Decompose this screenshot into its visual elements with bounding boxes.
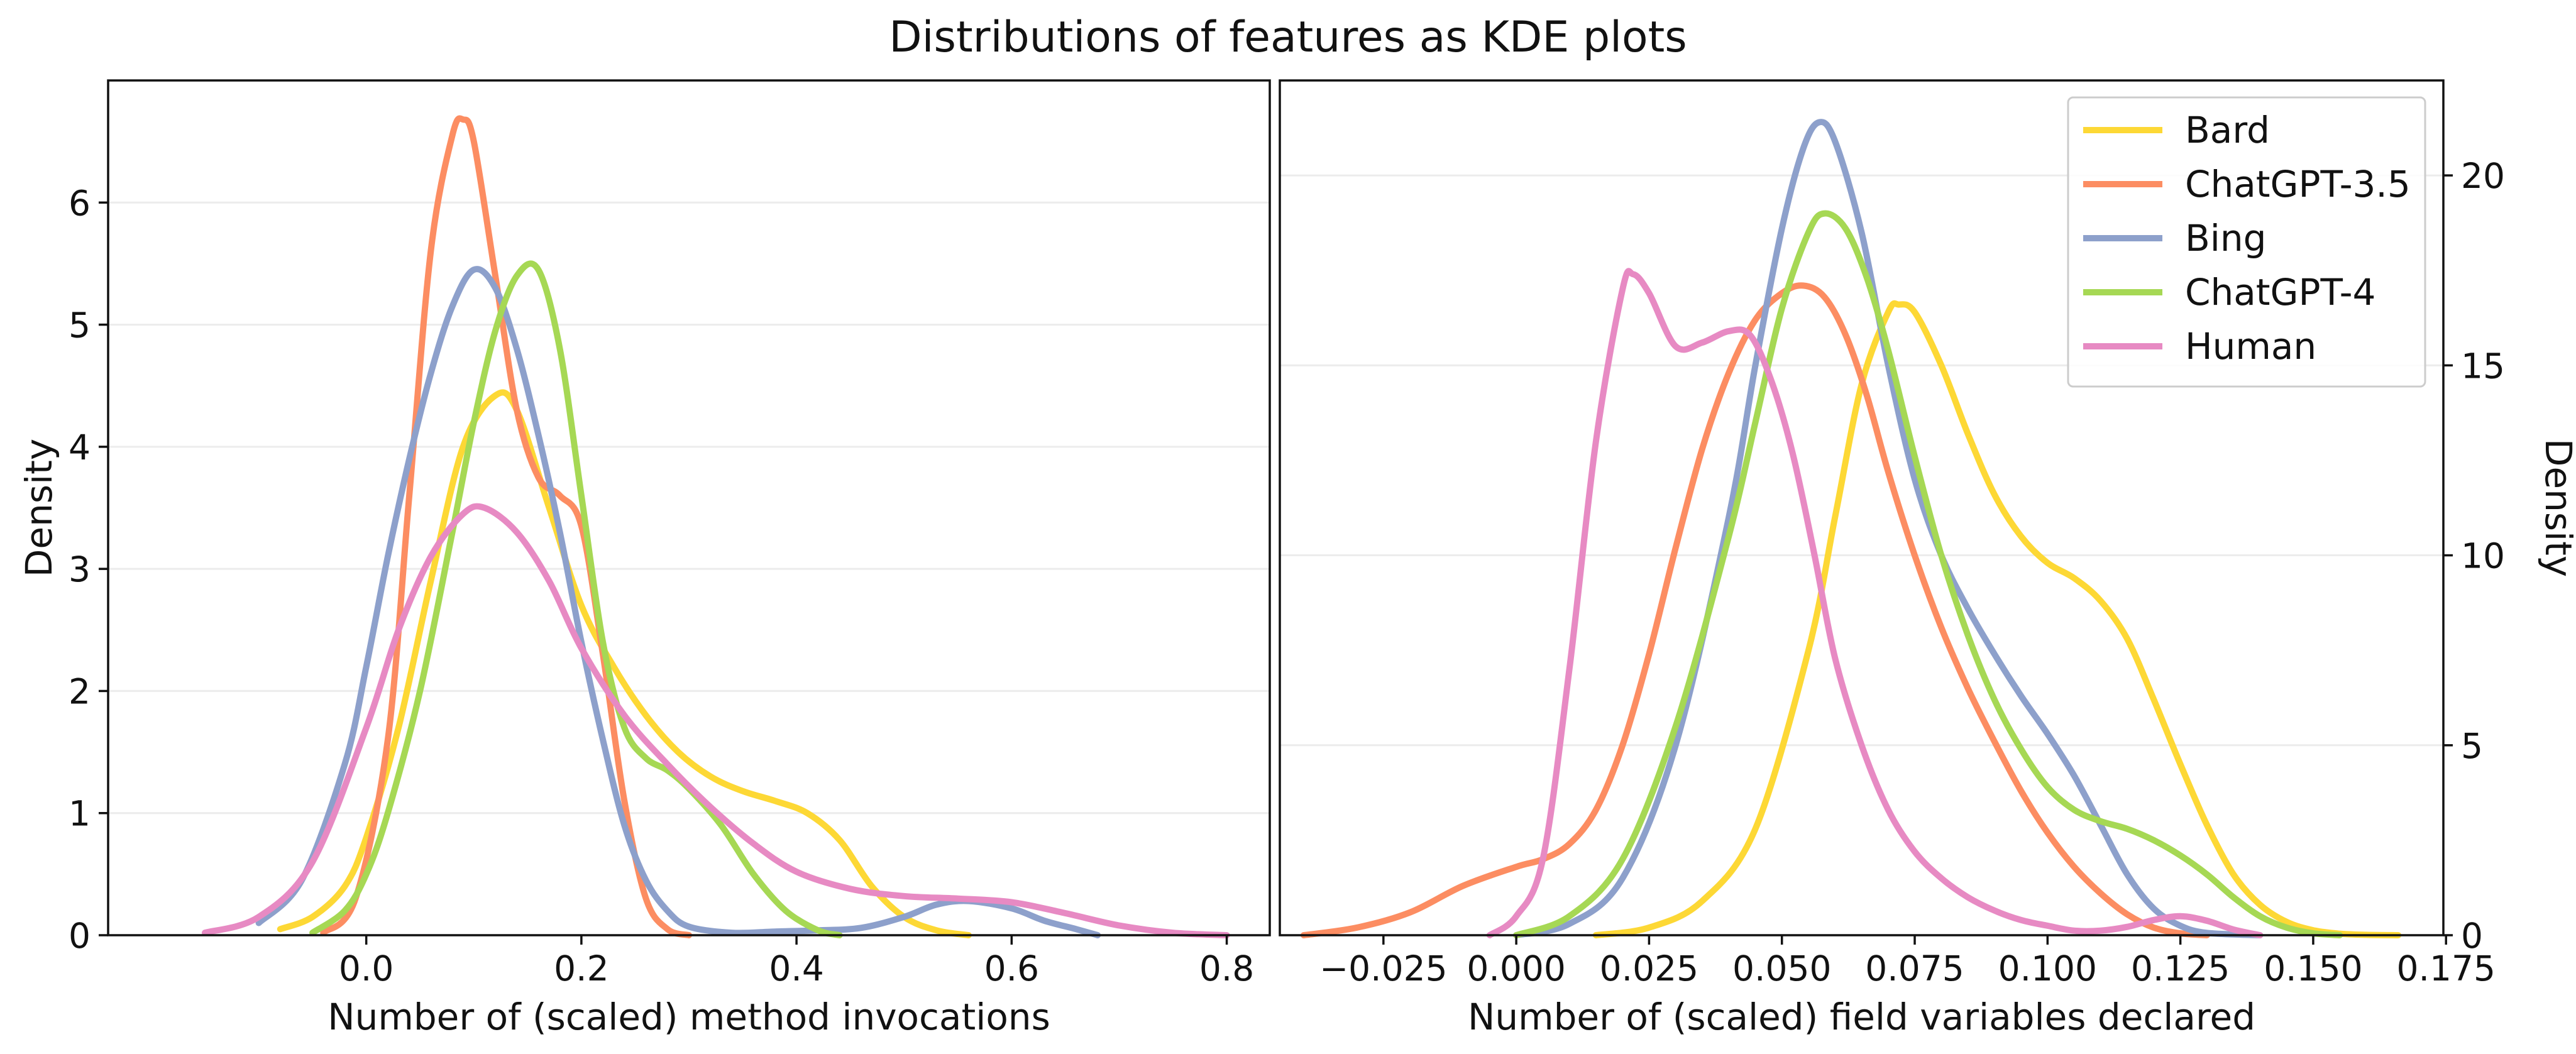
x-tick-label: 0.025 [1600, 948, 1698, 989]
x-tick-label: 0.4 [769, 948, 823, 989]
x-tick-label: 0.2 [554, 948, 608, 989]
x-tick-label: 0.050 [1732, 948, 1831, 989]
legend-items: Bard ChatGPT-3.5 Bing ChatGPT-4 Human [2083, 109, 2411, 368]
legend: Bard ChatGPT-3.5 Bing ChatGPT-4 Human [2067, 96, 2426, 388]
x-tick-label: 0.000 [1467, 948, 1565, 989]
right-y-axis-label: Density [2537, 439, 2576, 578]
left-curves [202, 115, 1230, 938]
series-line-human [202, 503, 1230, 938]
right-plot-frame [1279, 79, 2445, 936]
left-y-ticks: 0 1 2 3 4 5 6 [69, 183, 108, 956]
y-tick-label: 5 [69, 305, 91, 346]
left-plot-panel: 0.0 0.2 0.4 0.6 0.8 0 1 2 3 4 5 6 Number of (scale… [18, 79, 1271, 1038]
x-tick-label: −0.025 [1319, 948, 1448, 989]
legend-box [2067, 96, 2426, 388]
y-tick-label: 0 [2461, 916, 2483, 956]
x-tick-label: 0.075 [1865, 948, 1964, 989]
series-line-human [1486, 268, 2264, 938]
y-tick-label: 0 [69, 916, 91, 956]
y-tick-label: 5 [2461, 726, 2483, 766]
series-line-bard [1592, 300, 2402, 938]
x-tick-label: 0.125 [2131, 948, 2230, 989]
right-plot-panel: −0.025 0.000 0.025 0.050 0.075 0.100 0.125 0.15… [1279, 79, 2576, 1038]
x-tick-label: 0.8 [1199, 948, 1254, 989]
x-tick-label: 0.6 [984, 948, 1039, 989]
series-line-bing [255, 266, 1101, 938]
y-tick-label: 6 [69, 183, 91, 223]
left-x-axis-label: Number of (scaled) method invocations [328, 996, 1050, 1038]
right-x-ticks: −0.025 0.000 0.025 0.050 0.075 0.100 0.125 0.15… [1319, 935, 2496, 989]
figure-title: Distributions of features as KDE plots [889, 13, 1687, 62]
x-tick-label: 0.100 [1998, 948, 2097, 989]
legend-label: Human [2185, 325, 2316, 368]
x-tick-label: 0.0 [339, 948, 394, 989]
y-tick-label: 20 [2461, 156, 2505, 196]
left-x-ticks: 0.0 0.2 0.4 0.6 0.8 [339, 935, 1254, 989]
right-curves [1301, 119, 2402, 938]
legend-label: ChatGPT-4 [2185, 271, 2375, 314]
y-tick-label: 3 [69, 549, 91, 590]
legend-label: Bard [2185, 109, 2270, 151]
series-line-bard [277, 389, 972, 938]
x-tick-label: 0.175 [2396, 948, 2495, 989]
legend-label: ChatGPT-3.5 [2185, 163, 2411, 206]
y-tick-label: 4 [69, 427, 91, 468]
left-gridlines [108, 201, 1270, 936]
legend-label: Bing [2185, 217, 2266, 260]
left-plot-frame [107, 79, 1271, 936]
x-tick-label: 0.150 [2264, 948, 2362, 989]
right-y-ticks: 0 5 10 15 20 [2443, 156, 2505, 956]
series-line-chatgpt-3-5 [1301, 282, 2210, 938]
y-tick-label: 15 [2461, 346, 2505, 386]
series-line-chatgpt-4 [1513, 210, 2343, 938]
left-y-axis-label: Density [18, 439, 60, 578]
y-tick-label: 10 [2461, 536, 2505, 576]
right-x-axis-label: Number of (scaled) field variables decla… [1468, 996, 2255, 1038]
y-tick-label: 2 [69, 671, 91, 711]
series-line-chatgpt-4 [309, 260, 843, 938]
y-tick-label: 1 [69, 794, 91, 834]
